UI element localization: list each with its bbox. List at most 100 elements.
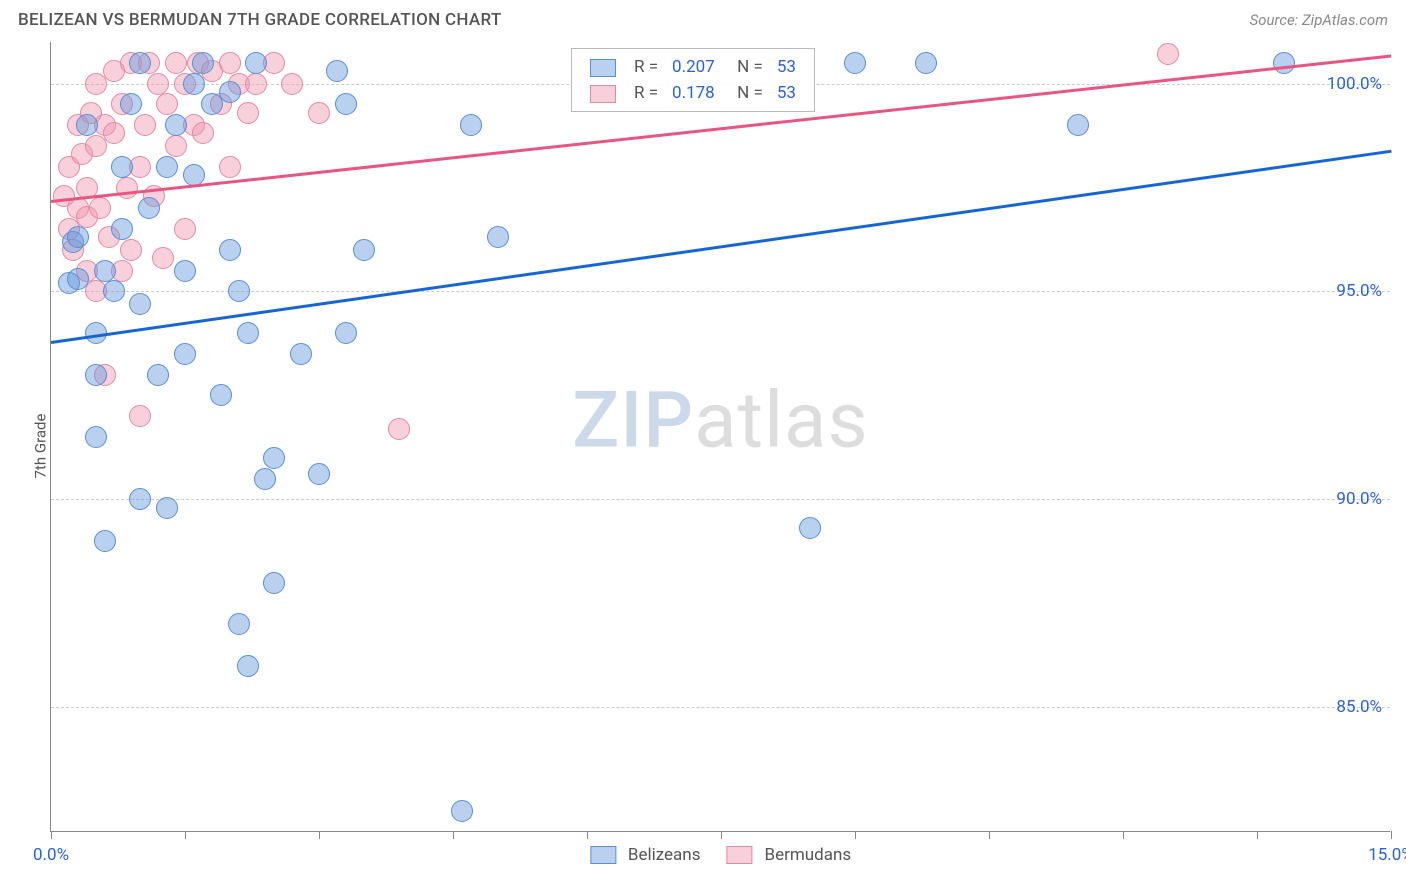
scatter-point <box>219 52 241 74</box>
scatter-point <box>174 218 196 240</box>
scatter-point <box>85 364 107 386</box>
legend-r-value: 0.207 <box>666 55 721 79</box>
stats-legend: R =0.207 N =53R =0.178 N =53 <box>571 48 815 112</box>
scatter-point <box>147 73 169 95</box>
scatter-point <box>156 93 178 115</box>
scatter-point <box>111 156 133 178</box>
source-label: Source: ZipAtlas.com <box>1250 11 1388 29</box>
scatter-point <box>111 218 133 240</box>
scatter-point <box>1157 43 1179 65</box>
chart-title: BELIZEAN VS BERMUDAN 7TH GRADE CORRELATI… <box>18 10 502 30</box>
legend-swatch <box>726 846 752 864</box>
scatter-point <box>138 197 160 219</box>
scatter-point <box>94 260 116 282</box>
scatter-point <box>263 447 285 469</box>
gridline <box>51 499 1390 500</box>
scatter-point <box>237 102 259 124</box>
legend-label: Belizeans <box>628 845 701 865</box>
y-tick-label: 85.0% <box>1336 697 1382 717</box>
scatter-point <box>116 177 138 199</box>
scatter-point <box>245 52 267 74</box>
scatter-point <box>1067 114 1089 136</box>
scatter-point <box>67 268 89 290</box>
scatter-point <box>156 156 178 178</box>
scatter-point <box>134 114 156 136</box>
scatter-point <box>165 114 187 136</box>
scatter-point <box>174 343 196 365</box>
x-tick <box>587 831 588 839</box>
scatter-point <box>335 93 357 115</box>
scatter-point <box>103 280 125 302</box>
scatter-point <box>290 343 312 365</box>
legend-swatch <box>590 846 616 864</box>
scatter-point <box>120 93 142 115</box>
legend-n-value: 53 <box>771 81 802 105</box>
x-tick <box>319 831 320 839</box>
scatter-point <box>308 102 330 124</box>
x-tick <box>51 831 52 839</box>
scatter-point <box>228 280 250 302</box>
legend-n-label: N = <box>723 81 769 105</box>
x-tick <box>1391 831 1392 839</box>
scatter-point <box>487 226 509 248</box>
scatter-point <box>76 114 98 136</box>
scatter-point <box>237 655 259 677</box>
scatter-point <box>129 405 151 427</box>
series-legend: Belizeans Bermudans <box>590 845 851 865</box>
scatter-point <box>219 81 241 103</box>
scatter-point <box>129 488 151 510</box>
scatter-point <box>192 122 214 144</box>
legend-item: Belizeans <box>590 845 701 865</box>
scatter-point <box>308 463 330 485</box>
legend-label: Bermudans <box>764 845 851 865</box>
legend-item: Bermudans <box>726 845 851 865</box>
scatter-point <box>129 52 151 74</box>
y-tick-label: 100.0% <box>1327 74 1382 94</box>
scatter-point <box>219 156 241 178</box>
legend-n-label: N = <box>723 55 769 79</box>
scatter-point <box>237 322 259 344</box>
x-tick <box>453 831 454 839</box>
scatter-point <box>67 226 89 248</box>
scatter-point <box>460 114 482 136</box>
x-tick <box>989 831 990 839</box>
x-tick <box>185 831 186 839</box>
chart-plot-area: ZIPatlas 85.0%90.0%95.0%100.0%0.0%15.0%R… <box>50 42 1390 832</box>
scatter-point <box>245 73 267 95</box>
legend-r-label: R = <box>628 55 664 79</box>
scatter-point <box>129 293 151 315</box>
legend-swatch <box>590 85 616 103</box>
scatter-point <box>192 52 214 74</box>
gridline <box>51 707 1390 708</box>
watermark: ZIPatlas <box>572 375 869 466</box>
scatter-point <box>219 239 241 261</box>
scatter-point <box>228 613 250 635</box>
scatter-point <box>89 197 111 219</box>
y-tick-label: 90.0% <box>1336 489 1382 509</box>
x-tick <box>855 831 856 839</box>
scatter-point <box>799 517 821 539</box>
watermark-part2: atlas <box>694 375 869 466</box>
scatter-point <box>388 418 410 440</box>
scatter-point <box>103 122 125 144</box>
scatter-point <box>263 572 285 594</box>
x-tick-label: 0.0% <box>33 845 69 865</box>
scatter-point <box>353 239 375 261</box>
scatter-point <box>147 364 169 386</box>
scatter-point <box>915 52 937 74</box>
scatter-point <box>281 73 303 95</box>
legend-swatch <box>590 59 616 77</box>
scatter-point <box>844 52 866 74</box>
watermark-part1: ZIP <box>572 375 694 466</box>
scatter-point <box>254 468 276 490</box>
x-tick <box>1257 831 1258 839</box>
x-tick-label: 15.0% <box>1368 845 1406 865</box>
scatter-point <box>165 52 187 74</box>
legend-r-label: R = <box>628 81 664 105</box>
scatter-point <box>451 800 473 822</box>
scatter-point <box>94 530 116 552</box>
gridline <box>51 291 1390 292</box>
x-tick <box>721 831 722 839</box>
y-tick-label: 95.0% <box>1336 281 1382 301</box>
scatter-point <box>165 135 187 157</box>
